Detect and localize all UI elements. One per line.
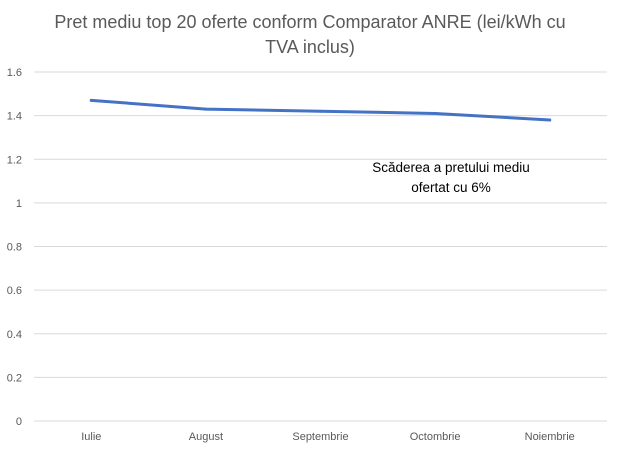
y-tick-label: 1.6 xyxy=(7,67,22,79)
y-tick-label: 0 xyxy=(16,416,22,428)
y-tick-label: 1.4 xyxy=(7,111,22,123)
gridlines xyxy=(34,71,607,422)
y-tick-label: 1 xyxy=(16,198,22,210)
data-point xyxy=(89,98,93,102)
data-point xyxy=(204,107,208,111)
y-tick-label: 1.2 xyxy=(7,154,22,166)
data-point xyxy=(548,118,552,122)
x-axis-ticks: Iulie August Septembrie Octombrie Noiembrie xyxy=(81,431,575,443)
x-tick-label: Iulie xyxy=(81,431,101,443)
x-tick-label: Octombrie xyxy=(410,431,461,443)
y-tick-label: 0.6 xyxy=(7,285,22,297)
chart-title: Pret mediu top 20 oferte conform Compara… xyxy=(54,12,566,57)
data-point xyxy=(319,109,322,113)
y-tick-label: 0.4 xyxy=(7,329,22,341)
chart-annotation: Scăderea a pretului mediu ofertat cu 6% xyxy=(372,160,530,195)
y-tick-label: 0.8 xyxy=(7,242,22,254)
y-tick-label: 0.2 xyxy=(7,372,22,384)
x-tick-label: Noiembrie xyxy=(525,431,575,443)
series-layer xyxy=(89,98,552,122)
data-point xyxy=(433,111,437,115)
x-tick-label: August xyxy=(189,431,223,443)
x-tick-label: Septembrie xyxy=(292,431,348,443)
y-axis-ticks: 0 0.2 0.4 0.6 0.8 1 1.2 1.4 1.6 xyxy=(7,67,22,428)
